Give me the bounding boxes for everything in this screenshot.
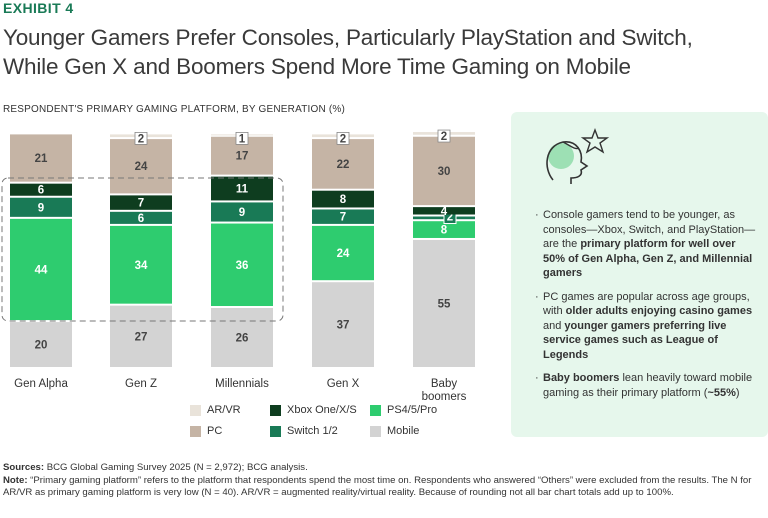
arvr-label-box — [134, 131, 148, 145]
data-label: 36 — [236, 260, 249, 272]
legend-swatch — [270, 425, 281, 437]
bar-segment — [110, 195, 172, 210]
category-label: Gen X — [327, 378, 360, 390]
category-label: boomers — [422, 391, 467, 403]
bullet-boomers: Baby boomers lean heavily toward mobile … — [535, 371, 760, 400]
data-label: 7 — [138, 198, 144, 210]
data-label: 34 — [135, 260, 148, 272]
data-label: 8 — [340, 194, 347, 206]
data-label: 17 — [236, 151, 249, 163]
note-line: Note: “Primary gaming platform” refers t… — [3, 474, 752, 499]
bar-segment — [312, 190, 374, 208]
data-label: 2 — [138, 133, 144, 145]
bar-segment — [413, 239, 475, 367]
data-label: 11 — [236, 184, 249, 196]
legend-swatch — [370, 425, 381, 437]
bar-segment — [312, 139, 374, 189]
data-label: 6 — [38, 185, 44, 197]
arvr-label-box — [437, 129, 451, 143]
data-label: 6 — [138, 213, 144, 225]
legend-swatch — [270, 404, 281, 416]
category-label: Baby — [431, 378, 457, 390]
data-label: 44 — [35, 264, 48, 276]
bar-segment — [10, 322, 72, 367]
data-label: 26 — [236, 333, 249, 345]
gamer-person-star-icon — [546, 128, 610, 184]
data-label: 2 — [447, 212, 453, 224]
data-label: 2 — [340, 133, 346, 145]
bar-segment — [413, 207, 475, 215]
category-label: Millennials — [215, 378, 269, 390]
bar-segment — [110, 305, 172, 367]
category-label: Gen Alpha — [14, 378, 68, 390]
legend-swatch — [190, 425, 201, 437]
legend-item-mobile: Mobile — [370, 425, 419, 437]
chart-subtitle: RESPONDENT'S PRIMARY GAMING PLATFORM, BY… — [3, 104, 346, 115]
chart-title: Younger Gamers Prefer Consoles, Particul… — [3, 23, 768, 81]
bar-segment — [110, 225, 172, 304]
data-label: 4 — [441, 206, 448, 218]
bar-segment — [211, 223, 273, 307]
bar-segment — [10, 134, 72, 182]
title-line-2: While Gen X and Boomers Spend More Time … — [3, 54, 631, 79]
bar-segment — [10, 183, 72, 196]
legend-item-ps: PS4/5/Pro — [370, 404, 437, 416]
bar-segment — [110, 139, 172, 194]
console-highlight-box — [1, 177, 284, 322]
bar-segment — [10, 218, 72, 321]
legend-item-ar-vr: AR/VR — [190, 404, 241, 416]
title-line-1: Younger Gamers Prefer Consoles, Particul… — [3, 25, 693, 50]
data-label: 20 — [35, 340, 48, 352]
data-label: 55 — [438, 298, 451, 310]
data-label: 22 — [337, 159, 350, 171]
data-label: 21 — [35, 153, 48, 165]
bar-segment — [211, 176, 273, 201]
legend-swatch — [370, 404, 381, 416]
bullet-consoles: Console gamers tend to be younger, as co… — [535, 208, 760, 281]
insight-bullets: Console gamers tend to be younger, as co… — [535, 208, 760, 409]
arvr-label-box — [235, 131, 249, 145]
data-label: 2 — [441, 131, 447, 143]
bar-segment — [413, 136, 475, 206]
bar-segment — [312, 282, 374, 367]
data-label: 24 — [337, 248, 350, 260]
exhibit-label: EXHIBIT 4 — [3, 0, 74, 16]
bar-segment — [312, 225, 374, 281]
bullet-pc: PC games are popular across age groups, … — [535, 290, 760, 363]
arvr-label-box — [336, 131, 350, 145]
data-label: 9 — [239, 207, 245, 219]
bar-segment — [211, 202, 273, 222]
legend-item-xbox: Xbox One/X/S — [270, 404, 357, 416]
data-label: 9 — [38, 202, 44, 214]
insight-panel: Console gamers tend to be younger, as co… — [511, 112, 768, 437]
sources-line: Sources: BCG Global Gaming Survey 2025 (… — [3, 462, 308, 473]
data-label: 8 — [441, 225, 448, 237]
data-label: 1 — [239, 133, 246, 145]
legend-item-switch: Switch 1/2 — [270, 425, 338, 437]
legend-swatch — [190, 404, 201, 416]
chart-legend: AR/VR Xbox One/X/S PS4/5/Pro PC Switch 1… — [190, 404, 480, 440]
data-label: 24 — [135, 161, 148, 173]
legend-item-pc: PC — [190, 425, 222, 437]
bar-segment — [312, 209, 374, 224]
bar-segment — [211, 308, 273, 367]
data-label: 7 — [340, 212, 346, 224]
bar-segment — [413, 221, 475, 238]
bar-segment — [10, 197, 72, 217]
data-label: 30 — [438, 166, 451, 178]
data-label: 27 — [135, 331, 148, 343]
sources-note: Sources: BCG Global Gaming Survey 2025 (… — [3, 462, 763, 500]
category-label: Gen Z — [125, 378, 157, 390]
data-label: 37 — [337, 320, 350, 332]
bar-segment — [110, 211, 172, 224]
